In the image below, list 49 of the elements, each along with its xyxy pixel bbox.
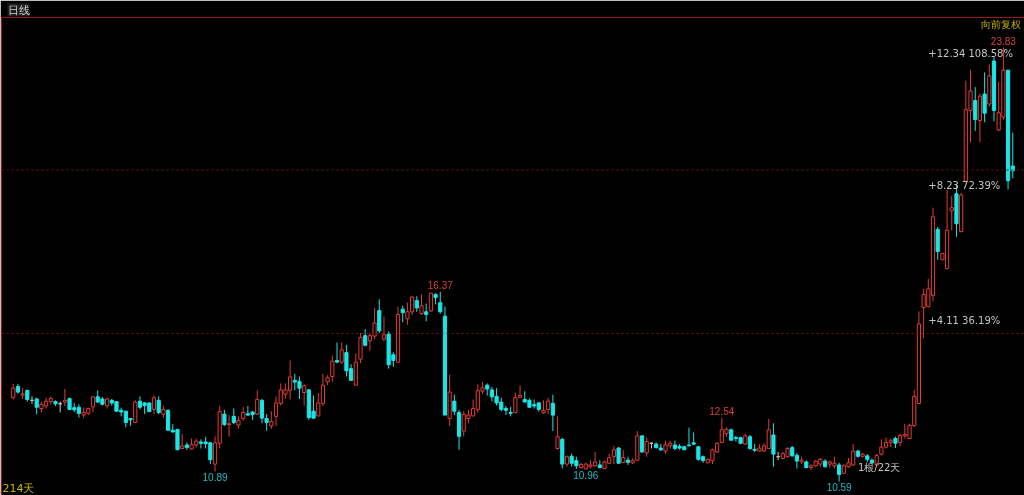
candlestick: [184, 441, 189, 451]
annotation: 1根/22天: [857, 462, 901, 473]
candlestick: [808, 463, 814, 471]
annotation: 16.37: [427, 279, 454, 291]
candlestick: [339, 342, 344, 365]
annotation: 12.54: [709, 405, 735, 417]
candlestick: [175, 428, 180, 451]
candlestick: [771, 422, 776, 468]
candlestick: [973, 86, 978, 132]
candlestick: [982, 71, 987, 123]
candlestick: [358, 332, 363, 364]
text: 214天: [2, 481, 35, 495]
candlestick: [503, 405, 509, 416]
candlestick: [43, 397, 49, 410]
candlestick: [611, 445, 616, 465]
candlestick: [62, 388, 67, 407]
candlestick: [555, 415, 560, 451]
chart-title: 日线: [7, 3, 30, 17]
candlestick: [302, 383, 307, 407]
candlestick: [949, 195, 954, 231]
candlestick: [137, 395, 143, 410]
candlestick: [550, 394, 555, 432]
candlestick: [766, 418, 771, 449]
candlestick: [344, 344, 349, 377]
candlestick: [255, 389, 260, 416]
annotation: 23.83: [990, 35, 1017, 47]
candlestick: [330, 355, 335, 383]
annotation: +4.11 36.19%: [928, 315, 1001, 326]
candlestick: [381, 316, 387, 342]
candlestick: [837, 462, 842, 482]
candlestick: [353, 352, 358, 386]
candlestick: [198, 438, 204, 449]
annotation: 10.96: [573, 470, 599, 482]
candlestick: [686, 427, 692, 447]
candlestick: [227, 414, 232, 438]
candlestick: [377, 298, 382, 334]
candlestick: [297, 375, 302, 400]
candlestick: [419, 293, 424, 316]
candlestick: [935, 226, 940, 261]
candlestick: [625, 456, 631, 466]
candlestick: [644, 437, 649, 458]
text: 向前复权: [980, 18, 1021, 30]
candlestick: [151, 395, 157, 415]
annotation: 10.89: [202, 472, 228, 484]
candlestick: [76, 403, 82, 419]
candlestick: [259, 398, 265, 424]
annotation: +8.23 72.39%: [928, 180, 1001, 191]
annotation: 10.59: [826, 482, 853, 494]
candlestick: [438, 291, 443, 315]
